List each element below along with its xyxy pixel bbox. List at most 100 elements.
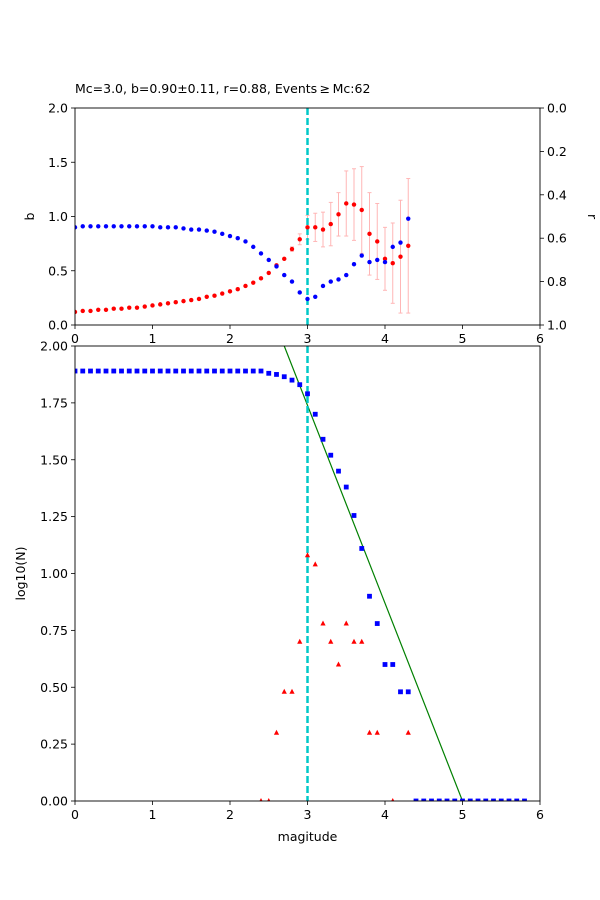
cumulative-point bbox=[258, 368, 264, 374]
cumulative-point bbox=[514, 798, 520, 801]
cumulative-point bbox=[522, 798, 527, 801]
top-chart: 0 1 2 3 4 5 6 0.0 0.5 1.0 1.5 2.0 0.0 0.2 0.4 0.6 0.8 1.0… bbox=[22, 101, 600, 347]
noncumulative-point bbox=[267, 798, 271, 801]
r-point bbox=[173, 225, 178, 230]
x-tick-label: 1 bbox=[149, 807, 157, 822]
cumulative-point bbox=[390, 662, 396, 667]
cumulative-point bbox=[343, 484, 349, 490]
b-point bbox=[282, 256, 287, 262]
b-point bbox=[328, 221, 333, 227]
b-point bbox=[88, 308, 93, 314]
r-point bbox=[382, 259, 388, 265]
b-point bbox=[173, 300, 178, 305]
cumulative-point bbox=[429, 798, 434, 801]
b-point bbox=[189, 297, 194, 303]
r-point bbox=[336, 277, 341, 282]
bottom-chart: 0 1 2 3 4 5 6 0.00 0.25 0.50 0.75 1.00 1.25 1.50 1.75 2… bbox=[13, 339, 544, 845]
b-point bbox=[111, 306, 116, 311]
cumulative-point bbox=[452, 798, 458, 801]
noncumulative-point bbox=[273, 729, 280, 735]
y-right-tick-label: 0.0 bbox=[547, 101, 567, 116]
cumulative-point bbox=[398, 689, 403, 695]
r-point bbox=[313, 294, 318, 299]
noncumulative-point bbox=[304, 552, 311, 558]
y-right-tick-label: 1.0 bbox=[547, 318, 567, 333]
cumulative-point bbox=[266, 370, 272, 376]
cumulative-point bbox=[173, 368, 179, 374]
axes-frame bbox=[74, 107, 541, 326]
noncumulative-point bbox=[391, 798, 395, 801]
cumulative-point bbox=[436, 798, 442, 801]
cumulative-point bbox=[336, 468, 341, 474]
cumulative-point bbox=[475, 798, 481, 801]
noncumulative-point bbox=[259, 798, 263, 801]
b-point bbox=[351, 202, 357, 207]
x-axis-label: magitude bbox=[278, 829, 338, 844]
b-point bbox=[181, 298, 186, 304]
r-point bbox=[243, 239, 248, 244]
cumulative-point bbox=[483, 798, 489, 801]
y-tick-label: 1.25 bbox=[40, 509, 68, 524]
b-point bbox=[235, 286, 240, 292]
r-point bbox=[227, 233, 233, 239]
b-point bbox=[75, 309, 78, 315]
y-right-tick-label: 0.4 bbox=[547, 187, 567, 202]
r-point bbox=[375, 257, 380, 263]
b-point bbox=[406, 243, 411, 248]
r-point bbox=[189, 227, 194, 232]
noncumulative-point bbox=[312, 561, 318, 567]
cumulative-point bbox=[374, 621, 380, 626]
b-point bbox=[212, 293, 217, 298]
b-point bbox=[390, 260, 395, 266]
x-tick-label: 5 bbox=[459, 331, 467, 346]
r-point bbox=[390, 244, 395, 250]
y-tick-label: 2.00 bbox=[40, 339, 68, 354]
cumulative-point bbox=[413, 798, 419, 801]
b-point bbox=[165, 301, 171, 306]
cumulative-point bbox=[421, 798, 427, 801]
cumulative-point bbox=[506, 798, 512, 801]
b-point bbox=[142, 304, 147, 309]
cumulative-point bbox=[88, 368, 93, 374]
noncumulative-point bbox=[320, 620, 326, 626]
r-point bbox=[351, 262, 357, 267]
b-point bbox=[103, 307, 109, 313]
b-point bbox=[150, 303, 155, 308]
b-point bbox=[204, 294, 209, 299]
noncumulative-point bbox=[405, 729, 411, 735]
r-point bbox=[398, 240, 403, 245]
r-point bbox=[96, 224, 101, 229]
b-point bbox=[367, 231, 372, 237]
cumulative-point bbox=[460, 798, 465, 801]
r-point bbox=[75, 225, 78, 230]
b-point bbox=[258, 276, 264, 281]
cumulative-point bbox=[235, 368, 241, 374]
r-point bbox=[282, 272, 287, 278]
plot-area bbox=[75, 346, 527, 801]
b-point bbox=[382, 256, 388, 262]
b-point bbox=[251, 280, 256, 285]
r-point bbox=[320, 283, 326, 289]
noncumulative-point bbox=[297, 638, 303, 644]
b-point bbox=[80, 308, 85, 314]
cumulative-point bbox=[227, 368, 233, 374]
b-point bbox=[227, 289, 233, 294]
r-point bbox=[359, 253, 364, 258]
cumulative-point bbox=[243, 368, 248, 374]
x-tick-label: 0 bbox=[71, 331, 79, 346]
r-point bbox=[103, 224, 109, 229]
x-tick-label: 4 bbox=[381, 807, 389, 822]
cumulative-point bbox=[359, 546, 365, 551]
b-point bbox=[266, 270, 271, 276]
noncumulative-point bbox=[351, 638, 357, 644]
noncumulative-point bbox=[281, 688, 287, 694]
cumulative-point bbox=[196, 368, 202, 374]
noncumulative-point bbox=[366, 729, 373, 735]
cumulative-point bbox=[467, 798, 473, 801]
y-tick-label: 1.00 bbox=[40, 566, 68, 581]
chart-title: Mc=3.0, b=0.90±0.11, r=0.88, Events ≥ Mc… bbox=[75, 81, 370, 96]
r-point bbox=[134, 224, 140, 229]
cumulative-point bbox=[498, 798, 504, 801]
r-point bbox=[274, 264, 279, 269]
b-point bbox=[158, 302, 163, 307]
